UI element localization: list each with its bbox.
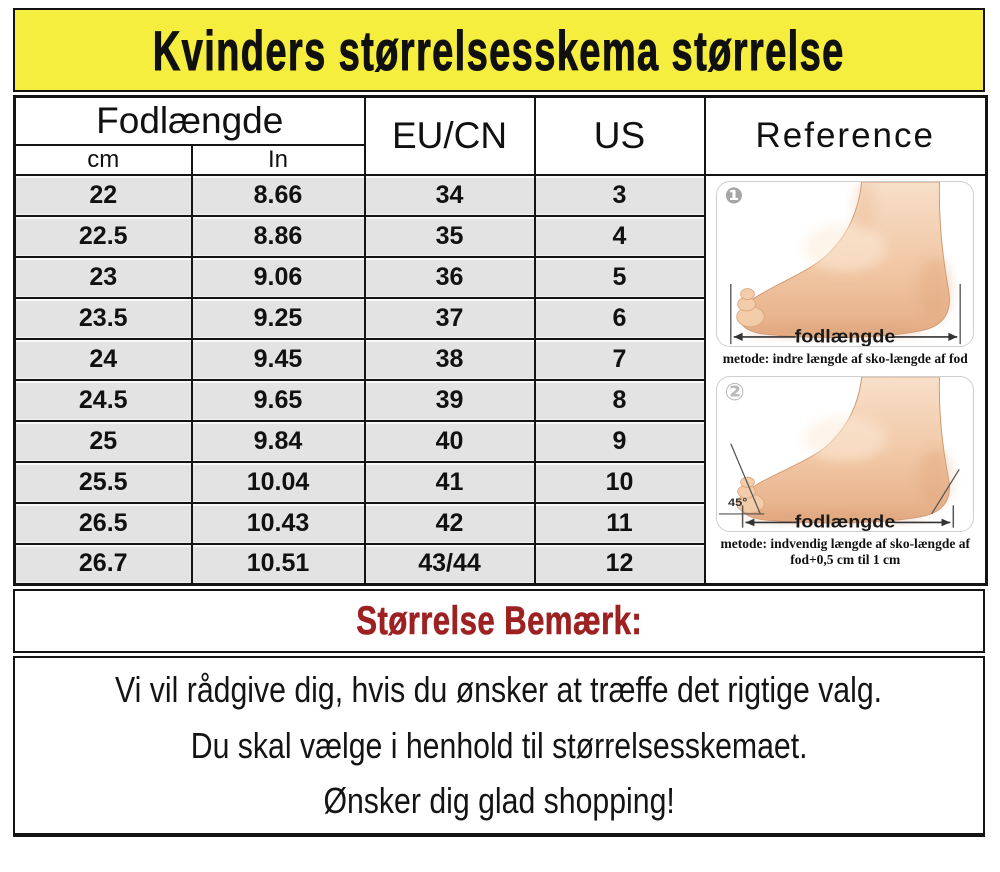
figure-2-caption-line2: fod+0,5 cm til 1 cm [790, 551, 901, 567]
col-header-eu-cn: EU/CN [363, 95, 536, 176]
cell-cm: 23 [13, 255, 193, 299]
size-note-section: Størrelse Bemærk: [13, 589, 985, 653]
arrow-left-icon [745, 518, 754, 526]
size-table: Fodlængde EU/CN US Reference cm In 22 8.… [13, 95, 988, 586]
foot-illustration-2: 45° fodlængde [718, 376, 960, 531]
page-title: Kvinders størrelsesskema størrelse [153, 18, 845, 82]
cell-cm: 26.7 [13, 542, 193, 586]
reference-cell: fodlængde ❶ metode: indre længde af sko-… [703, 173, 988, 586]
col-header-us: US [533, 95, 706, 176]
table-row: 24.5 9.65 39 8 [13, 378, 987, 422]
col-header-cm: cm [13, 143, 193, 176]
cell-cm: 25.5 [13, 460, 193, 504]
cell-cm: 24.5 [13, 378, 193, 422]
advice-line: Vi vil rådgive dig, hvis du ønsker at tr… [42, 662, 955, 718]
cell-us: 10 [533, 460, 706, 504]
cell-in: 9.84 [190, 419, 366, 463]
cell-in: 10.51 [190, 542, 366, 586]
cell-eu-cn: 42 [363, 501, 536, 545]
cell-us: 12 [533, 542, 706, 586]
measure-label: fodlængde [794, 511, 895, 530]
size-chart-sheet: Kvinders størrelsesskema størrelse Fodlæ… [13, 8, 988, 837]
cell-in: 9.45 [190, 337, 366, 381]
cell-us: 6 [533, 296, 706, 340]
cell-eu-cn: 37 [363, 296, 536, 340]
size-table-body: 22 8.66 34 3 [13, 173, 988, 586]
cell-eu-cn: 40 [363, 419, 536, 463]
arrow-left-icon [733, 332, 743, 341]
foot-illustration-1: fodlængde [729, 181, 961, 346]
cell-us: 3 [533, 173, 706, 217]
figure-1-box: fodlængde ❶ [715, 180, 974, 347]
cell-cm: 26.5 [13, 501, 193, 545]
cell-eu-cn: 34 [363, 173, 536, 217]
table-row: 22 8.66 34 3 [13, 173, 988, 586]
cell-us: 4 [533, 214, 706, 258]
advice-text-1: Vi vil rådgive dig, hvis du ønsker at tr… [115, 668, 883, 710]
cell-eu-cn: 38 [363, 337, 536, 381]
cell-in: 10.43 [190, 501, 366, 545]
reference-figure-2: 45° fodlængde ② [715, 375, 976, 568]
cell-cm: 22.5 [13, 214, 193, 258]
cell-eu-cn: 35 [363, 214, 536, 258]
advice-line: Du skal vælge i henhold til størrelsessk… [132, 718, 866, 774]
table-row: 25 9.84 40 9 [13, 419, 987, 463]
header-row-units: cm In [13, 143, 987, 176]
arrow-right-icon [947, 332, 957, 341]
figure-2-box: 45° fodlængde ② [715, 375, 974, 532]
cell-us: 7 [533, 337, 706, 381]
size-note-heading: Størrelse Bemærk: [356, 598, 642, 643]
chart-title-banner: Kvinders størrelsesskema størrelse [13, 8, 985, 92]
col-header-fodlaengde: Fodlængde [13, 95, 366, 146]
advice-text-3: Ønsker dig glad shopping! [323, 780, 675, 822]
measure-label: fodlængde [794, 326, 895, 345]
table-row: 26.7 10.51 43/44 12 [13, 542, 987, 586]
table-row: 23 9.06 36 5 [13, 255, 987, 299]
cell-in: 8.86 [190, 214, 366, 258]
advice-section: Vi vil rådgive dig, hvis du ønsker at tr… [13, 656, 985, 837]
figure-2-number-icon: ② [724, 377, 745, 406]
arrow-right-icon [940, 518, 950, 526]
table-row: 26.5 10.43 42 11 [13, 501, 987, 545]
advice-text-2: Du skal vælge i henhold til størrelsessk… [190, 724, 808, 766]
reference-figure-1: fodlængde ❶ metode: indre længde af sko-… [715, 180, 976, 367]
table-row: 22.5 8.86 35 4 [13, 214, 987, 258]
cell-eu-cn: 43/44 [363, 542, 536, 586]
col-header-reference: Reference [703, 95, 988, 176]
cell-in: 9.65 [190, 378, 366, 422]
cell-in: 8.66 [190, 173, 366, 217]
cell-us: 9 [533, 419, 706, 463]
cell-eu-cn: 41 [363, 460, 536, 504]
table-row: 23.5 9.25 37 6 [13, 296, 987, 340]
table-row: 25.5 10.04 41 10 [13, 460, 987, 504]
cell-eu-cn: 36 [363, 255, 536, 299]
cell-cm: 25 [13, 419, 193, 463]
cell-cm: 22 [13, 173, 193, 217]
cell-in: 9.06 [190, 255, 366, 299]
cell-cm: 24 [13, 337, 193, 381]
cell-us: 11 [533, 501, 706, 545]
figure-1-caption: metode: indre længde af sko-længde af fo… [722, 350, 968, 366]
header-row-top: Fodlængde EU/CN US Reference [13, 95, 988, 176]
advice-line: Ønsker dig glad shopping! [290, 773, 708, 829]
figure-2-caption: metode: indvendig længde af sko-længde a… [716, 536, 976, 568]
figure-1-number-icon: ❶ [724, 183, 744, 209]
figure-2-caption-line1: metode: indvendig længde af sko-længde a… [720, 535, 970, 551]
cell-eu-cn: 39 [363, 378, 536, 422]
angle-label: 45° [728, 495, 748, 508]
table-row: 24 9.45 38 7 [13, 337, 987, 381]
cell-in: 10.04 [190, 460, 366, 504]
cell-us: 5 [533, 255, 706, 299]
heel-slant-line [930, 468, 960, 514]
size-table-header: Fodlængde EU/CN US Reference cm In [13, 95, 988, 176]
cell-cm: 23.5 [13, 296, 193, 340]
col-header-in: In [190, 143, 366, 176]
cell-us: 8 [533, 378, 706, 422]
cell-in: 9.25 [190, 296, 366, 340]
angle-slant-line [729, 443, 761, 514]
